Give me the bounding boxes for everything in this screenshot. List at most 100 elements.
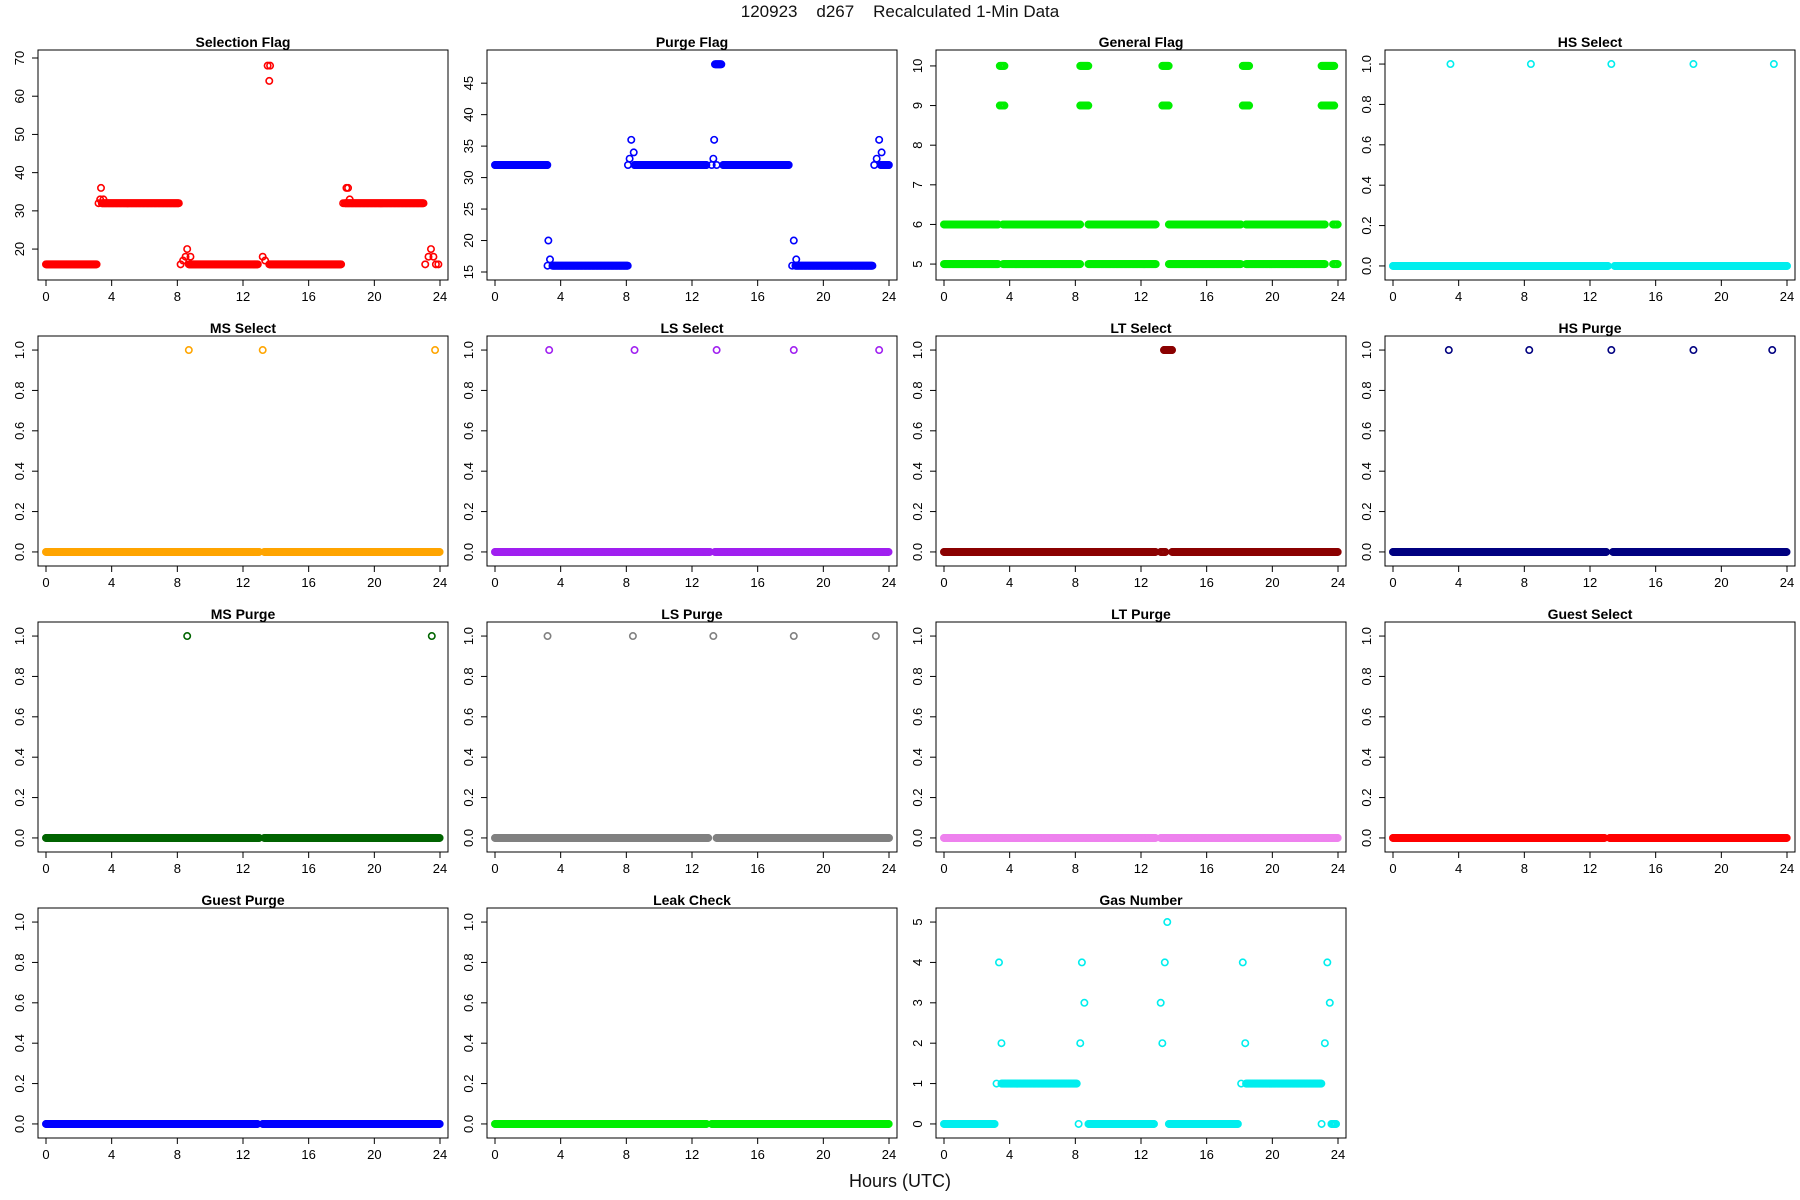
y-tick-label: 30 (12, 204, 27, 218)
y-tick-label: 7 (910, 181, 925, 188)
data-point (345, 195, 354, 204)
x-tick-label: 20 (816, 289, 830, 304)
plot-frame (935, 49, 1347, 281)
data-point (266, 61, 275, 70)
plot-frame (37, 49, 449, 281)
data-point (183, 245, 192, 254)
data-point (99, 195, 108, 204)
data-point (702, 161, 711, 170)
y-tick-label: 5 (910, 260, 925, 267)
data-point (261, 256, 270, 265)
x-tick-label: 16 (301, 289, 315, 304)
x-tick-label: 20 (1265, 289, 1279, 304)
y-tick-label: 1.0 (12, 341, 27, 359)
data-point (870, 161, 879, 170)
y-tick-label: 40 (12, 165, 27, 179)
x-tick-label: 12 (685, 575, 699, 590)
data-point (623, 161, 632, 170)
data-point (258, 346, 267, 355)
data-point (265, 76, 274, 85)
y-tick-label: 10 (910, 59, 925, 73)
data-point (1689, 60, 1698, 69)
data-point (181, 252, 190, 261)
y-tick-label: 0.0 (461, 543, 476, 561)
data-point (337, 260, 346, 269)
plot-frame (37, 335, 449, 567)
y-tick-label: 1.0 (461, 341, 476, 359)
data-point (429, 252, 438, 261)
x-tick-label: 4 (1006, 575, 1013, 590)
x-tick-label: 4 (108, 575, 115, 590)
x-tick-label: 12 (1134, 575, 1148, 590)
plot-frame (486, 335, 898, 567)
x-tick-label: 12 (236, 575, 250, 590)
y-tick-label: 35 (461, 139, 476, 153)
x-tick-label: 0 (491, 289, 498, 304)
data-point (1526, 60, 1535, 69)
x-tick-label: 16 (1199, 289, 1213, 304)
x-tick-label: 4 (557, 575, 564, 590)
data-point (263, 61, 272, 70)
data-point (424, 252, 433, 261)
data-point (253, 260, 262, 269)
x-tick-label: 24 (433, 289, 447, 304)
data-point (710, 135, 719, 144)
y-tick-label: 1.0 (910, 341, 925, 359)
x-tick-label: 8 (623, 289, 630, 304)
data-point (96, 195, 105, 204)
x-tick-label: 24 (882, 289, 896, 304)
data-point (1769, 60, 1778, 69)
x-tick-label: 12 (236, 289, 250, 304)
x-tick-label: 0 (940, 575, 947, 590)
y-tick-label: 0.4 (12, 462, 27, 480)
x-tick-label: 24 (1331, 289, 1345, 304)
y-tick-label: 0.0 (12, 543, 27, 561)
data-point (186, 252, 195, 261)
x-tick-label: 8 (1521, 289, 1528, 304)
y-tick-label: 0.2 (461, 503, 476, 521)
x-tick-label: 24 (433, 575, 447, 590)
y-tick-label: 60 (12, 89, 27, 103)
data-point (545, 346, 554, 355)
x-tick-label: 20 (367, 575, 381, 590)
data-point (431, 260, 440, 269)
y-tick-label: 0.2 (12, 503, 27, 521)
data-point (875, 346, 884, 355)
y-tick-label: 0.0 (1359, 257, 1374, 275)
y-tick-label: 0.8 (910, 381, 925, 399)
y-tick-label: 45 (461, 76, 476, 90)
x-tick-label: 8 (1072, 289, 1079, 304)
data-point (92, 260, 101, 269)
x-tick-label: 24 (1331, 575, 1345, 590)
panel-title: General Flag (1099, 34, 1184, 50)
data-point (174, 199, 183, 208)
data-point (94, 199, 103, 208)
x-tick-label: 24 (882, 575, 896, 590)
x-tick-label: 16 (301, 575, 315, 590)
data-point (96, 183, 105, 192)
x-tick-label: 0 (1389, 289, 1396, 304)
data-point (875, 135, 884, 144)
data-points (41, 346, 444, 556)
y-tick-label: 30 (461, 170, 476, 184)
data-points (490, 346, 893, 556)
data-point (1446, 60, 1455, 69)
data-points (939, 61, 1342, 269)
data-point (545, 255, 554, 264)
data-point (431, 346, 440, 355)
y-tick-label: 15 (461, 265, 476, 279)
y-tick-label: 0.0 (910, 543, 925, 561)
panel-title: LS Select (660, 320, 723, 336)
data-point (625, 154, 634, 163)
data-points (490, 60, 893, 270)
data-point (421, 260, 430, 269)
x-tick-label: 4 (1006, 289, 1013, 304)
data-point (623, 261, 632, 270)
